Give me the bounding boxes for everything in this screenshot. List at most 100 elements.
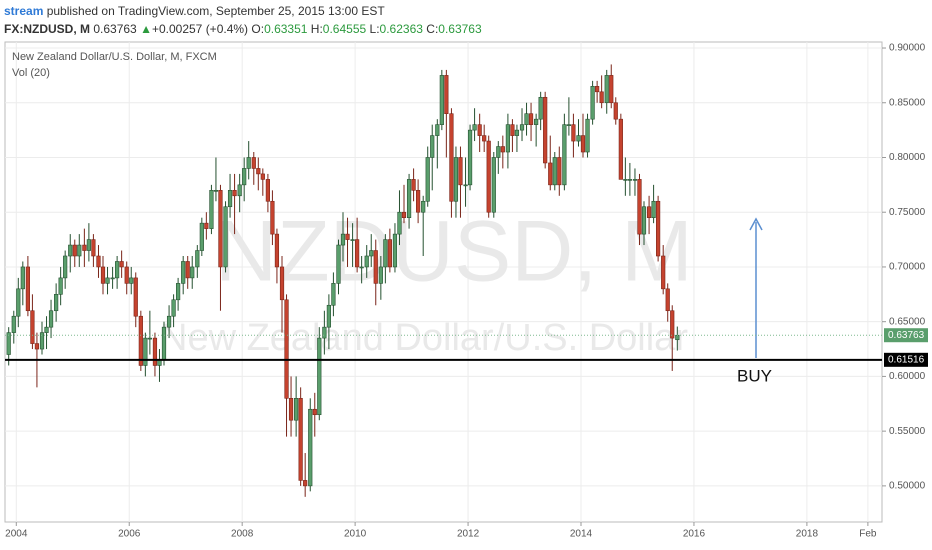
x-tick-label: Feb: [859, 529, 877, 540]
candle-body: [72, 244, 77, 257]
candle-body: [58, 277, 63, 295]
candle-body: [641, 206, 647, 235]
candle-body: [30, 310, 35, 344]
candle-body: [147, 337, 152, 340]
candle-body: [143, 337, 148, 366]
candle-body: [627, 179, 632, 181]
candle-body: [580, 135, 586, 153]
candle-body: [6, 332, 11, 355]
candle-body: [482, 135, 487, 142]
quote-field-value: 0.62363: [379, 22, 423, 36]
candle-body: [246, 157, 251, 169]
candle-body: [548, 162, 553, 186]
candle-body: [138, 315, 143, 366]
candle-body: [312, 408, 317, 416]
candle-body: [68, 244, 73, 257]
candle-body: [383, 239, 388, 268]
last-price: 0.63763: [93, 22, 137, 36]
header: stream published on TradingView.com, Sep…: [4, 2, 482, 38]
candle-body: [557, 157, 562, 186]
candle-body: [152, 337, 158, 366]
candle-body: [171, 299, 176, 317]
candles: [6, 64, 680, 497]
candle-body: [378, 266, 383, 284]
candle-body: [543, 96, 548, 164]
candle-body: [534, 118, 539, 125]
candle-body: [176, 283, 181, 301]
quote-field-label: H:: [310, 22, 323, 36]
candle-body: [590, 86, 595, 120]
candle-body: [63, 255, 68, 279]
candle-body: [458, 157, 463, 186]
candle-body: [227, 190, 233, 208]
candle-body: [538, 96, 543, 120]
y-tick-label: 0.70000: [889, 262, 926, 273]
candle-body: [279, 266, 285, 301]
quote-field-label: L:: [369, 22, 380, 36]
candle-body: [656, 200, 661, 257]
candle-body: [519, 124, 525, 131]
x-tick-label: 2012: [457, 529, 480, 540]
candle-body: [411, 179, 416, 191]
candle-body: [48, 310, 54, 328]
candle-body: [237, 184, 242, 197]
arrow-head: [749, 217, 763, 231]
x-tick-label: 2018: [796, 529, 819, 540]
candle-body: [39, 332, 45, 350]
candle-body: [218, 190, 223, 268]
quote-field-value: 0.63763: [438, 22, 482, 36]
axes: 0.50000 0.55000 0.60000 0.65000 0.70000 0.750…: [5, 43, 928, 540]
change: +0.00257 (+0.4%): [151, 22, 249, 36]
candle-body: [11, 315, 16, 333]
candle-body: [595, 86, 600, 93]
level-box: [884, 352, 928, 367]
candle-body: [355, 239, 360, 268]
y-tick-label: 0.60000: [889, 371, 926, 382]
candle-body: [336, 244, 341, 284]
publish-info: published on TradingView.com, September …: [46, 4, 385, 18]
candle-body: [322, 326, 327, 339]
candle-body: [416, 190, 421, 213]
y-tick-label: 0.85000: [889, 97, 926, 108]
up-arrow: ▲: [140, 22, 152, 36]
candle-body: [439, 75, 444, 125]
candle-body: [209, 190, 214, 229]
quote-field-label: C:: [426, 22, 439, 36]
candle-body: [288, 398, 294, 421]
candle-body: [350, 239, 355, 241]
candle-body: [392, 233, 398, 268]
candle-body: [91, 239, 96, 257]
candle-body: [190, 266, 195, 279]
candle-body: [213, 190, 219, 192]
candle-body: [82, 244, 87, 251]
candle-body: [317, 337, 322, 416]
candle-body: [274, 233, 280, 268]
x-tick-label: 2006: [118, 529, 141, 540]
candle-body: [294, 398, 299, 421]
candle-body: [129, 277, 134, 284]
candle-body: [472, 124, 477, 131]
publish-line: stream published on TradingView.com, Sep…: [4, 2, 482, 20]
candle-body: [675, 334, 680, 341]
candle-body: [185, 261, 190, 279]
candle-body: [25, 266, 30, 312]
x-tick-label: 2014: [570, 529, 593, 540]
candle-body: [308, 408, 313, 487]
candle-body: [369, 250, 374, 257]
candle-body: [232, 190, 237, 197]
candle-body: [105, 277, 110, 284]
candle-body: [599, 91, 604, 104]
y-tick-label: 0.80000: [889, 152, 926, 163]
candle-body: [425, 157, 430, 202]
candle-body: [467, 129, 473, 186]
x-tick-label: 2010: [344, 529, 367, 540]
candle-body: [115, 261, 120, 279]
candle-body: [77, 244, 82, 257]
candle-body: [486, 140, 491, 213]
candle-body: [463, 184, 468, 187]
candle-body: [199, 222, 204, 251]
watermark-name: New Zealand Dollar/U.S. Dollar: [160, 317, 688, 359]
candle-body: [430, 135, 435, 158]
candle-body: [20, 266, 25, 290]
